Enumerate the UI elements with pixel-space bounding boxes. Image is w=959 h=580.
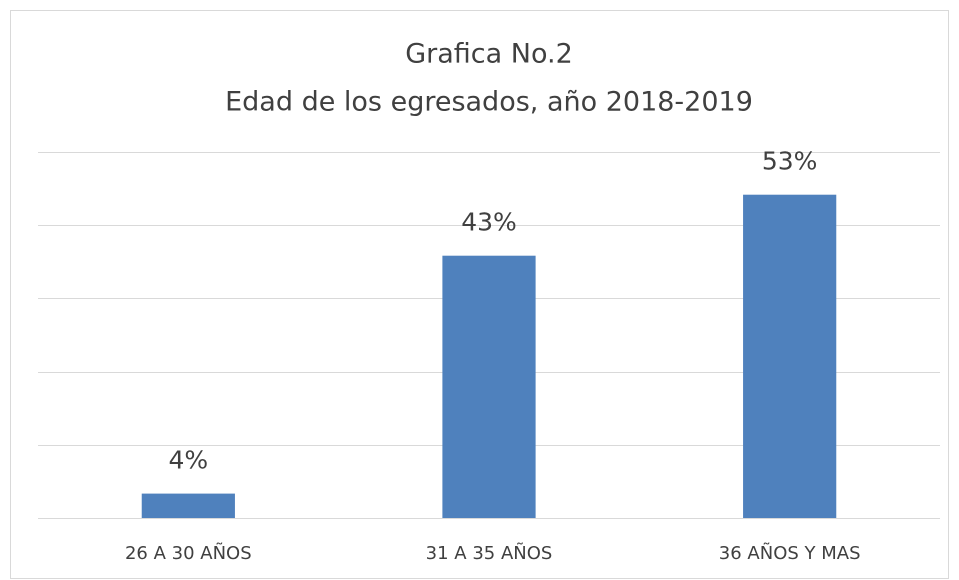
chart-title: Grafica No.2 bbox=[405, 39, 573, 70]
x-tick-label: 31 A 35 AÑOS bbox=[426, 542, 553, 564]
chart-subtitle: Edad de los egresados, año 2018-2019 bbox=[225, 87, 753, 118]
data-label: 53% bbox=[762, 147, 818, 176]
x-tick-label: 36 AÑOS Y MAS bbox=[719, 542, 861, 564]
bar bbox=[141, 493, 235, 518]
x-tick-label: 26 A 30 AÑOS bbox=[125, 542, 252, 564]
bar bbox=[442, 255, 536, 518]
data-label: 4% bbox=[168, 446, 208, 475]
bar bbox=[743, 194, 837, 518]
data-label: 43% bbox=[461, 208, 517, 237]
